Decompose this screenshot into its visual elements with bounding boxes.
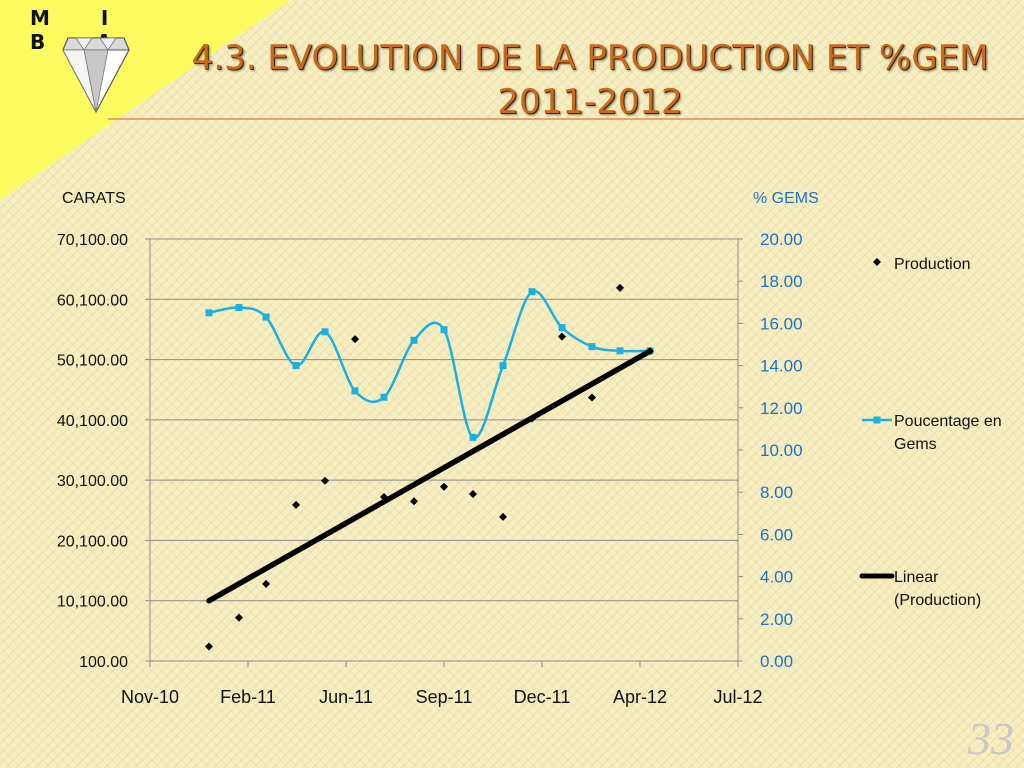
left-tick-label: 40,100.00 bbox=[57, 413, 128, 430]
right-tick-label: 2.00 bbox=[760, 610, 793, 629]
title-line-1: 4.3. Evolution de la production et %GEM bbox=[191, 38, 989, 78]
legend-production-label: Production bbox=[894, 256, 971, 273]
x-tick-label: Dec-11 bbox=[514, 687, 571, 707]
gems-point bbox=[351, 387, 359, 395]
gems-point bbox=[410, 336, 418, 344]
gems-point bbox=[499, 362, 507, 370]
production-point bbox=[234, 613, 243, 622]
production-point bbox=[469, 490, 478, 499]
legend-trend-label-line2: (Production) bbox=[894, 592, 981, 609]
left-axis-title: CARATS bbox=[62, 190, 126, 207]
right-tick-label: 12.00 bbox=[760, 399, 803, 418]
right-tick-label: 8.00 bbox=[760, 483, 793, 502]
production-point bbox=[410, 497, 419, 506]
production-point bbox=[321, 476, 330, 485]
x-tick-label: Jul-12 bbox=[713, 687, 762, 707]
right-tick-label: 20.00 bbox=[760, 230, 803, 249]
left-tick-label: 30,100.00 bbox=[57, 473, 128, 490]
legend-trend-label-line1: Linear bbox=[894, 569, 939, 586]
right-tick-label: 16.00 bbox=[760, 314, 803, 333]
right-tick-label: 4.00 bbox=[760, 568, 793, 587]
production-point bbox=[498, 512, 507, 521]
gems-point bbox=[588, 343, 596, 351]
gems-point bbox=[262, 313, 270, 321]
page-number: 33 bbox=[968, 713, 1014, 764]
production-point bbox=[528, 414, 537, 423]
gems-point bbox=[321, 328, 329, 336]
legend-gems-label-line2: Gems bbox=[894, 436, 937, 453]
right-tick-label: 6.00 bbox=[760, 525, 793, 544]
diamond-logo-icon bbox=[62, 37, 130, 114]
gems-point bbox=[292, 362, 300, 370]
legend-gems-label-line1: Poucentage en bbox=[894, 413, 1002, 430]
legend-production-marker bbox=[873, 258, 881, 266]
title-divider bbox=[108, 118, 1024, 120]
left-tick-label: 60,100.00 bbox=[57, 292, 128, 309]
title-line-2: 2011-2012 bbox=[497, 82, 683, 122]
gems-point bbox=[528, 288, 536, 296]
gems-series-line bbox=[208, 289, 650, 439]
production-point bbox=[204, 642, 213, 651]
production-point bbox=[351, 335, 360, 344]
production-point bbox=[440, 482, 448, 491]
production-point bbox=[262, 579, 271, 588]
left-tick-label: 70,100.00 bbox=[57, 232, 128, 249]
right-tick-label: 18.00 bbox=[760, 272, 803, 291]
gems-point bbox=[469, 433, 477, 441]
x-tick-label: Nov-10 bbox=[121, 687, 179, 707]
right-tick-label: 10.00 bbox=[760, 441, 803, 460]
x-tick-label: Apr-12 bbox=[613, 687, 667, 707]
gems-point bbox=[616, 347, 624, 355]
left-tick-label: 50,100.00 bbox=[57, 353, 128, 370]
left-tick-label: 20,100.00 bbox=[57, 533, 128, 550]
x-tick-label: Sep-11 bbox=[416, 687, 473, 707]
right-axis-title: % GEMS bbox=[753, 190, 819, 207]
production-point bbox=[380, 493, 389, 502]
production-point bbox=[587, 393, 596, 402]
x-tick-label: Jun-11 bbox=[319, 687, 373, 707]
production-point bbox=[557, 332, 566, 341]
left-tick-label: 10,100.00 bbox=[57, 594, 128, 611]
left-tick-label: 100.00 bbox=[79, 654, 128, 671]
page-title: 4.3. Evolution de la production et %GEM … bbox=[150, 36, 1024, 124]
production-point bbox=[292, 500, 301, 509]
right-tick-label: 0.00 bbox=[760, 652, 793, 671]
production-point bbox=[616, 283, 625, 292]
legend-gems-marker bbox=[873, 416, 881, 424]
gems-point bbox=[205, 309, 213, 317]
production-point bbox=[645, 347, 654, 356]
gems-point bbox=[440, 326, 448, 334]
x-tick-label: Feb-11 bbox=[220, 687, 276, 707]
right-tick-label: 14.00 bbox=[760, 357, 803, 376]
gems-point bbox=[380, 393, 388, 401]
production-trendline bbox=[206, 348, 653, 604]
gems-point bbox=[235, 304, 243, 312]
gems-point bbox=[558, 324, 566, 332]
